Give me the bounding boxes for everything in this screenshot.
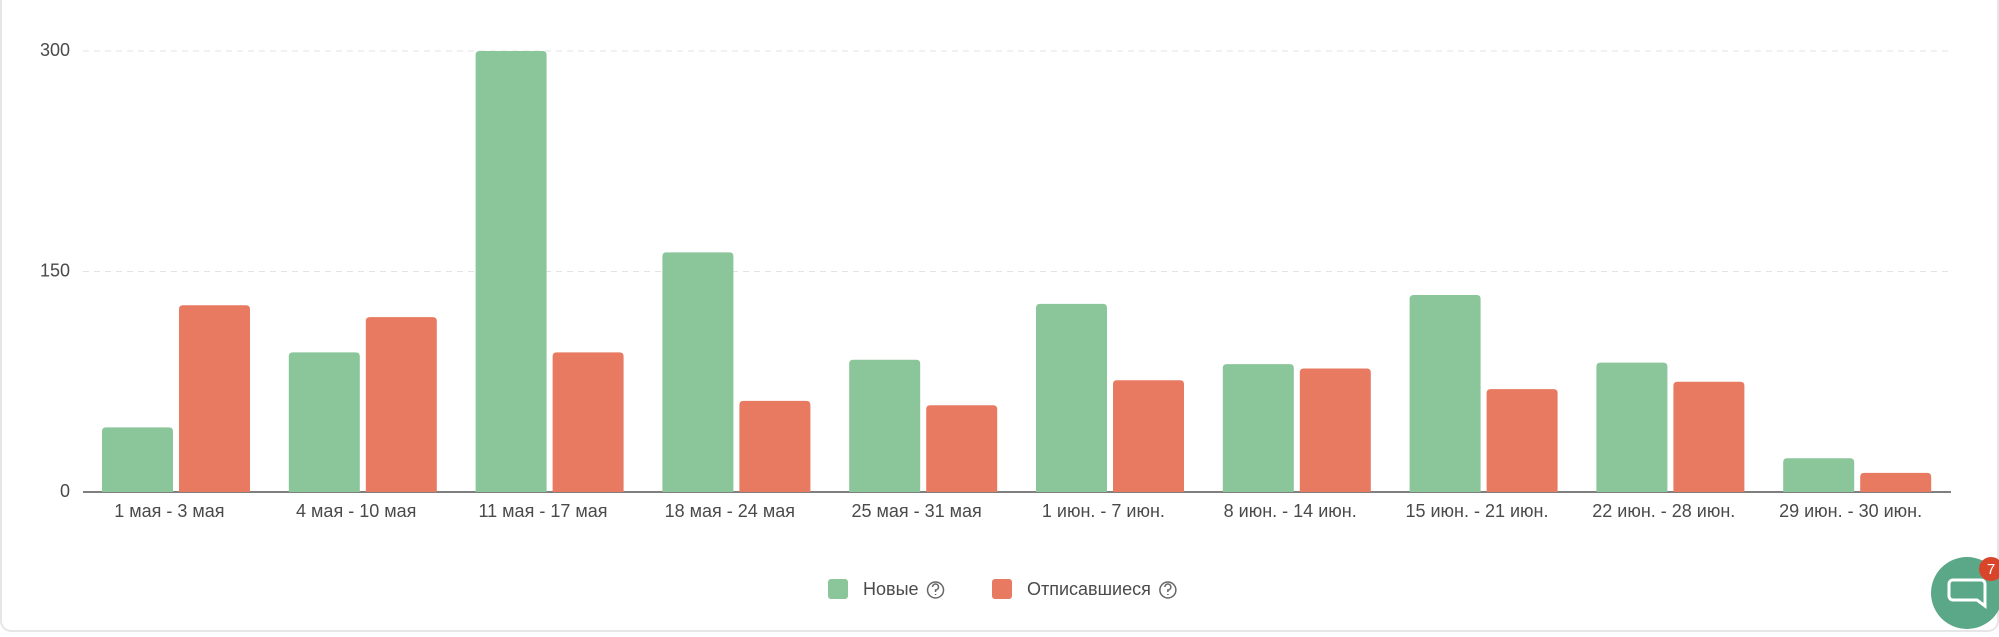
help-icon-mark: [931, 583, 940, 595]
bar: [288, 352, 360, 492]
x-tick-label: 1 июн. - 7 июн.: [1042, 501, 1165, 521]
x-tick-label: 25 мая - 31 мая: [851, 501, 981, 521]
help-icon: [926, 581, 945, 599]
bar: [1486, 389, 1558, 492]
bar: [1860, 472, 1932, 492]
bar: [1113, 380, 1184, 492]
y-tick-label: 0: [60, 481, 70, 501]
help-icon-mark: [1164, 583, 1172, 595]
x-tick-label: 29 июн. - 30 июн.: [1779, 501, 1922, 521]
bar: [365, 317, 437, 492]
bar: [662, 252, 734, 492]
legend-swatch: [828, 579, 848, 599]
bar: [475, 51, 547, 492]
bar: [1783, 458, 1855, 492]
bar: [1036, 303, 1107, 492]
bar: [552, 352, 624, 492]
legend-label: Отписавшиеся: [1027, 579, 1151, 599]
bar: [102, 427, 173, 492]
y-tick-label: 300: [40, 40, 70, 60]
y-tick-label: 150: [40, 260, 70, 280]
legend-item[interactable]: Отписавшиеся: [992, 579, 1177, 599]
bar: [739, 400, 811, 492]
legend-item[interactable]: Новые: [828, 579, 945, 599]
bar: [1596, 362, 1668, 492]
x-tick-label: 8 июн. - 14 июн.: [1224, 501, 1357, 521]
help-icon: [1159, 581, 1177, 599]
legend-label: Новые: [863, 579, 919, 599]
x-tick-label: 15 июн. - 21 июн.: [1405, 501, 1548, 521]
x-tick-label: 4 мая - 10 мая: [296, 501, 416, 521]
chat-icon: [1947, 578, 1987, 609]
x-tick-label: 11 мая - 17 мая: [479, 501, 608, 521]
chat-widget[interactable]: 7: [1931, 557, 1999, 629]
bar: [1409, 295, 1481, 492]
bar: [1222, 364, 1294, 492]
legend-swatch: [992, 579, 1012, 599]
x-tick-label: 22 июн. - 28 июн.: [1592, 501, 1735, 521]
bar: [1673, 381, 1745, 492]
chat-badge: [1979, 557, 1999, 581]
bar: [1299, 368, 1371, 492]
x-tick-label: 1 мая - 3 мая: [114, 501, 224, 521]
chat-badge-count: 7: [1987, 561, 1995, 578]
bar: [849, 359, 921, 492]
bar: [926, 405, 998, 492]
bar: [179, 305, 250, 492]
x-tick-label: 18 мая - 24 мая: [665, 501, 795, 521]
